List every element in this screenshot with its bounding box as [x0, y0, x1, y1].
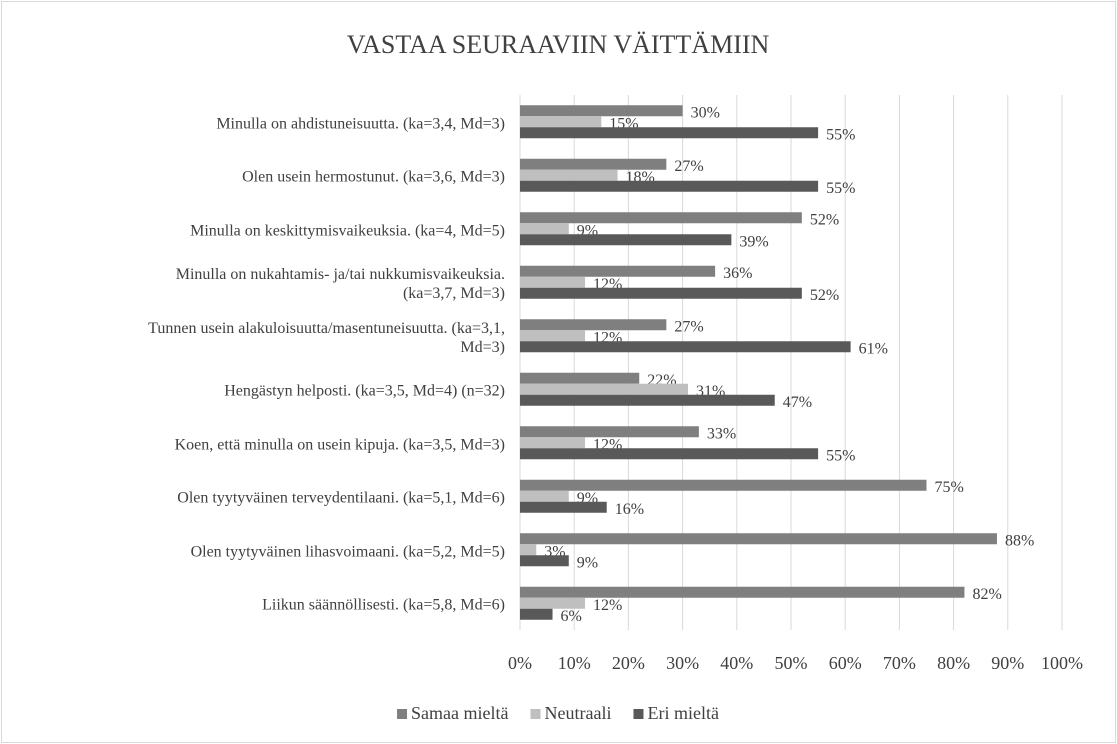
- bar: [520, 533, 997, 545]
- legend-marker: [397, 709, 408, 719]
- legend-label: Neutraali: [545, 703, 612, 723]
- bar: [520, 586, 965, 598]
- x-tick-label: 20%: [612, 653, 645, 673]
- bar: [520, 127, 819, 139]
- bar: [520, 608, 553, 620]
- bar: [520, 501, 607, 513]
- bar: [520, 394, 775, 406]
- x-tick-label: 50%: [775, 653, 808, 673]
- legend-marker: [633, 709, 644, 719]
- bar: [520, 180, 819, 192]
- x-tick-label: 70%: [883, 653, 916, 673]
- bar: [520, 479, 927, 491]
- bar: [520, 426, 699, 438]
- data-label: 55%: [826, 180, 855, 197]
- data-label: 52%: [810, 287, 839, 304]
- bar: [520, 116, 602, 128]
- category-label: Minulla on ahdistuneisuutta. (ka=3,4, Md…: [216, 115, 505, 133]
- data-label: 55%: [826, 126, 855, 143]
- data-label: 30%: [691, 104, 720, 121]
- x-tick-label: 90%: [991, 653, 1024, 673]
- category-label: Koen, että minulla on usein kipuja. (ka=…: [174, 436, 505, 454]
- data-label: 52%: [810, 211, 839, 228]
- chart-title: VASTAA SEURAAVIIN VÄITTÄMIIN: [347, 30, 770, 59]
- x-tick-label: 30%: [666, 653, 699, 673]
- bar: [520, 555, 569, 567]
- data-label: 47%: [783, 394, 812, 411]
- legend-label: Samaa mieltä: [411, 703, 508, 723]
- category-label: Tunnen usein alakuloisuutta/masentuneisu…: [148, 319, 505, 356]
- bar: [520, 276, 586, 288]
- bar: [520, 544, 537, 556]
- category-label: Hengästyn helposti. (ka=3,5, Md=4) (n=32…: [224, 382, 505, 400]
- category-label: Minulla on keskittymisvaikeuksia. (ka=4,…: [190, 222, 505, 240]
- data-label: 39%: [739, 233, 768, 250]
- data-label: 61%: [859, 340, 888, 357]
- bar: [520, 223, 569, 235]
- bar: [520, 448, 819, 460]
- category-label: Olen tyytyväinen terveydentilaani. (ka=5…: [177, 489, 505, 507]
- bar: [520, 287, 802, 299]
- x-tick-label: 80%: [937, 653, 970, 673]
- bar: [520, 105, 683, 117]
- data-label: 9%: [577, 554, 598, 571]
- data-label: 6%: [561, 608, 582, 625]
- category-label: Liikun säännöllisesti. (ka=5,8, Md=6): [262, 596, 505, 614]
- data-label: 55%: [826, 447, 855, 464]
- category-label: Olen usein hermostunut. (ka=3,6, Md=3): [242, 168, 505, 186]
- category-label: Minulla on nukahtamis- ja/tai nukkumisva…: [175, 266, 505, 303]
- data-label: 88%: [1005, 532, 1034, 549]
- bar: [520, 319, 667, 331]
- data-label: 12%: [593, 597, 622, 614]
- bar: [520, 490, 569, 502]
- data-label: 36%: [723, 265, 752, 282]
- bar: [520, 383, 689, 395]
- bar: [520, 212, 802, 224]
- x-tick-label: 100%: [1041, 653, 1083, 673]
- data-label: 75%: [935, 479, 964, 496]
- x-tick-label: 10%: [558, 653, 591, 673]
- legend-marker: [530, 709, 541, 719]
- bar: [520, 437, 586, 449]
- x-tick-label: 60%: [829, 653, 862, 673]
- data-label: 33%: [707, 425, 736, 442]
- data-label: 27%: [674, 318, 703, 335]
- data-label: 27%: [674, 158, 703, 175]
- x-tick-label: 0%: [508, 653, 532, 673]
- bar: [520, 158, 667, 170]
- x-tick-label: 40%: [720, 653, 753, 673]
- bar: [520, 169, 618, 181]
- bar: [520, 597, 586, 609]
- category-label: Olen tyytyväinen lihasvoimaani. (ka=5,2,…: [190, 543, 505, 561]
- bar: [520, 330, 586, 342]
- data-label: 16%: [615, 501, 644, 518]
- legend-label: Eri mieltä: [647, 703, 718, 723]
- data-label: 82%: [972, 586, 1001, 603]
- bar: [520, 234, 732, 246]
- bar: [520, 372, 640, 384]
- bar: [520, 341, 851, 353]
- bar: [520, 265, 716, 277]
